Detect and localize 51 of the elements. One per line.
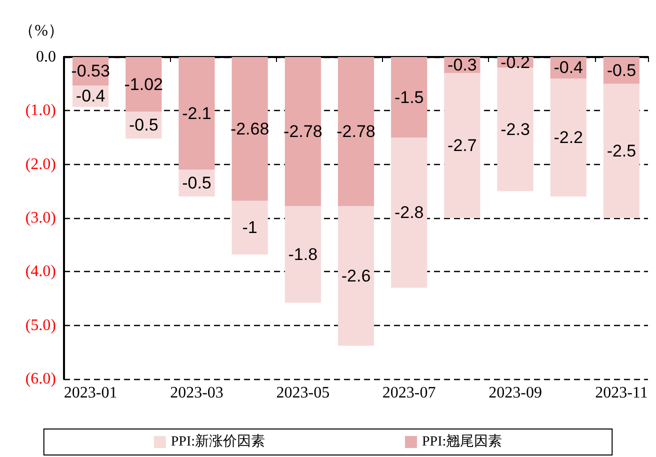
data-label: -2.2: [554, 128, 584, 147]
data-label: -1.5: [394, 88, 424, 107]
data-label: -1: [242, 218, 258, 238]
legend-label: PPI:新涨价因素: [170, 434, 265, 450]
data-label: -0.4: [554, 58, 584, 78]
bar: [550, 78, 586, 197]
data-label: -2.1: [182, 104, 212, 123]
x-tick-label: 2023-09: [488, 384, 542, 402]
data-label: -2.6: [341, 266, 371, 286]
x-tick-label: 2023-03: [170, 384, 224, 402]
bar: [232, 200, 268, 254]
data-label: -2.68: [230, 119, 270, 138]
bar: [391, 57, 428, 138]
data-label: -2.8: [394, 203, 424, 222]
bar: [126, 57, 162, 112]
bar: [338, 206, 374, 346]
data-label: -0.5: [606, 60, 636, 80]
data-label: -2.78: [284, 122, 322, 142]
y-axis-title: （%）: [18, 22, 64, 40]
bar: [391, 138, 428, 288]
x-tick-label: 2023-05: [276, 384, 330, 402]
bar: [603, 84, 640, 218]
y-tick-label: (6.0): [25, 370, 56, 388]
bar: [284, 57, 321, 206]
y-tick-label: (2.0): [25, 156, 56, 173]
y-tick-label: 0.0: [36, 48, 56, 66]
data-label: -0.3: [448, 56, 477, 75]
y-tick-label: (3.0): [25, 210, 56, 226]
y-tick-label: (1.0): [25, 102, 56, 120]
data-label: -1.8: [288, 244, 318, 264]
bar: [444, 73, 480, 218]
bar: [284, 206, 321, 303]
data-label: -0.4: [76, 86, 106, 106]
data-label: -1.02: [124, 74, 164, 94]
x-tick-label: 2023-07: [382, 384, 436, 402]
bar: [338, 57, 374, 206]
y-tick-label: (4.0): [25, 263, 56, 280]
bar: [497, 68, 534, 192]
x-tick-label: 2023-01: [64, 384, 118, 402]
data-label: -2.78: [336, 122, 376, 142]
data-label: -0.5: [128, 116, 158, 135]
data-label: -2.3: [500, 120, 530, 139]
x-tick-label: 2023-11: [595, 384, 648, 402]
bar: [232, 57, 268, 201]
data-label: -0.5: [182, 174, 212, 193]
bar: [178, 57, 215, 170]
data-label: -0.53: [71, 62, 110, 81]
y-tick-label: (5.0): [25, 316, 56, 334]
data-label: -2.7: [448, 136, 477, 156]
data-label: -2.5: [606, 141, 636, 160]
legend-label: PPI:翘尾因素: [422, 434, 502, 450]
